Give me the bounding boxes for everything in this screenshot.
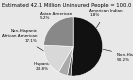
Wedge shape <box>58 46 73 76</box>
Wedge shape <box>44 45 73 72</box>
Text: Hispanic
23.8%: Hispanic 23.8% <box>34 33 57 71</box>
Wedge shape <box>71 17 103 76</box>
Text: Non-Hispanic
African American
17.1%: Non-Hispanic African American 17.1% <box>2 29 51 56</box>
Wedge shape <box>68 46 73 76</box>
Text: Estimated 42.1 Million Uninsured People = 100.0: Estimated 42.1 Million Uninsured People … <box>2 3 131 8</box>
Text: Asian American
5.2%: Asian American 5.2% <box>40 12 72 65</box>
Text: Non-Hispanic White
50.2%: Non-Hispanic White 50.2% <box>98 48 133 62</box>
Text: American Indian
1.8%: American Indian 1.8% <box>72 8 123 66</box>
Wedge shape <box>44 17 73 46</box>
